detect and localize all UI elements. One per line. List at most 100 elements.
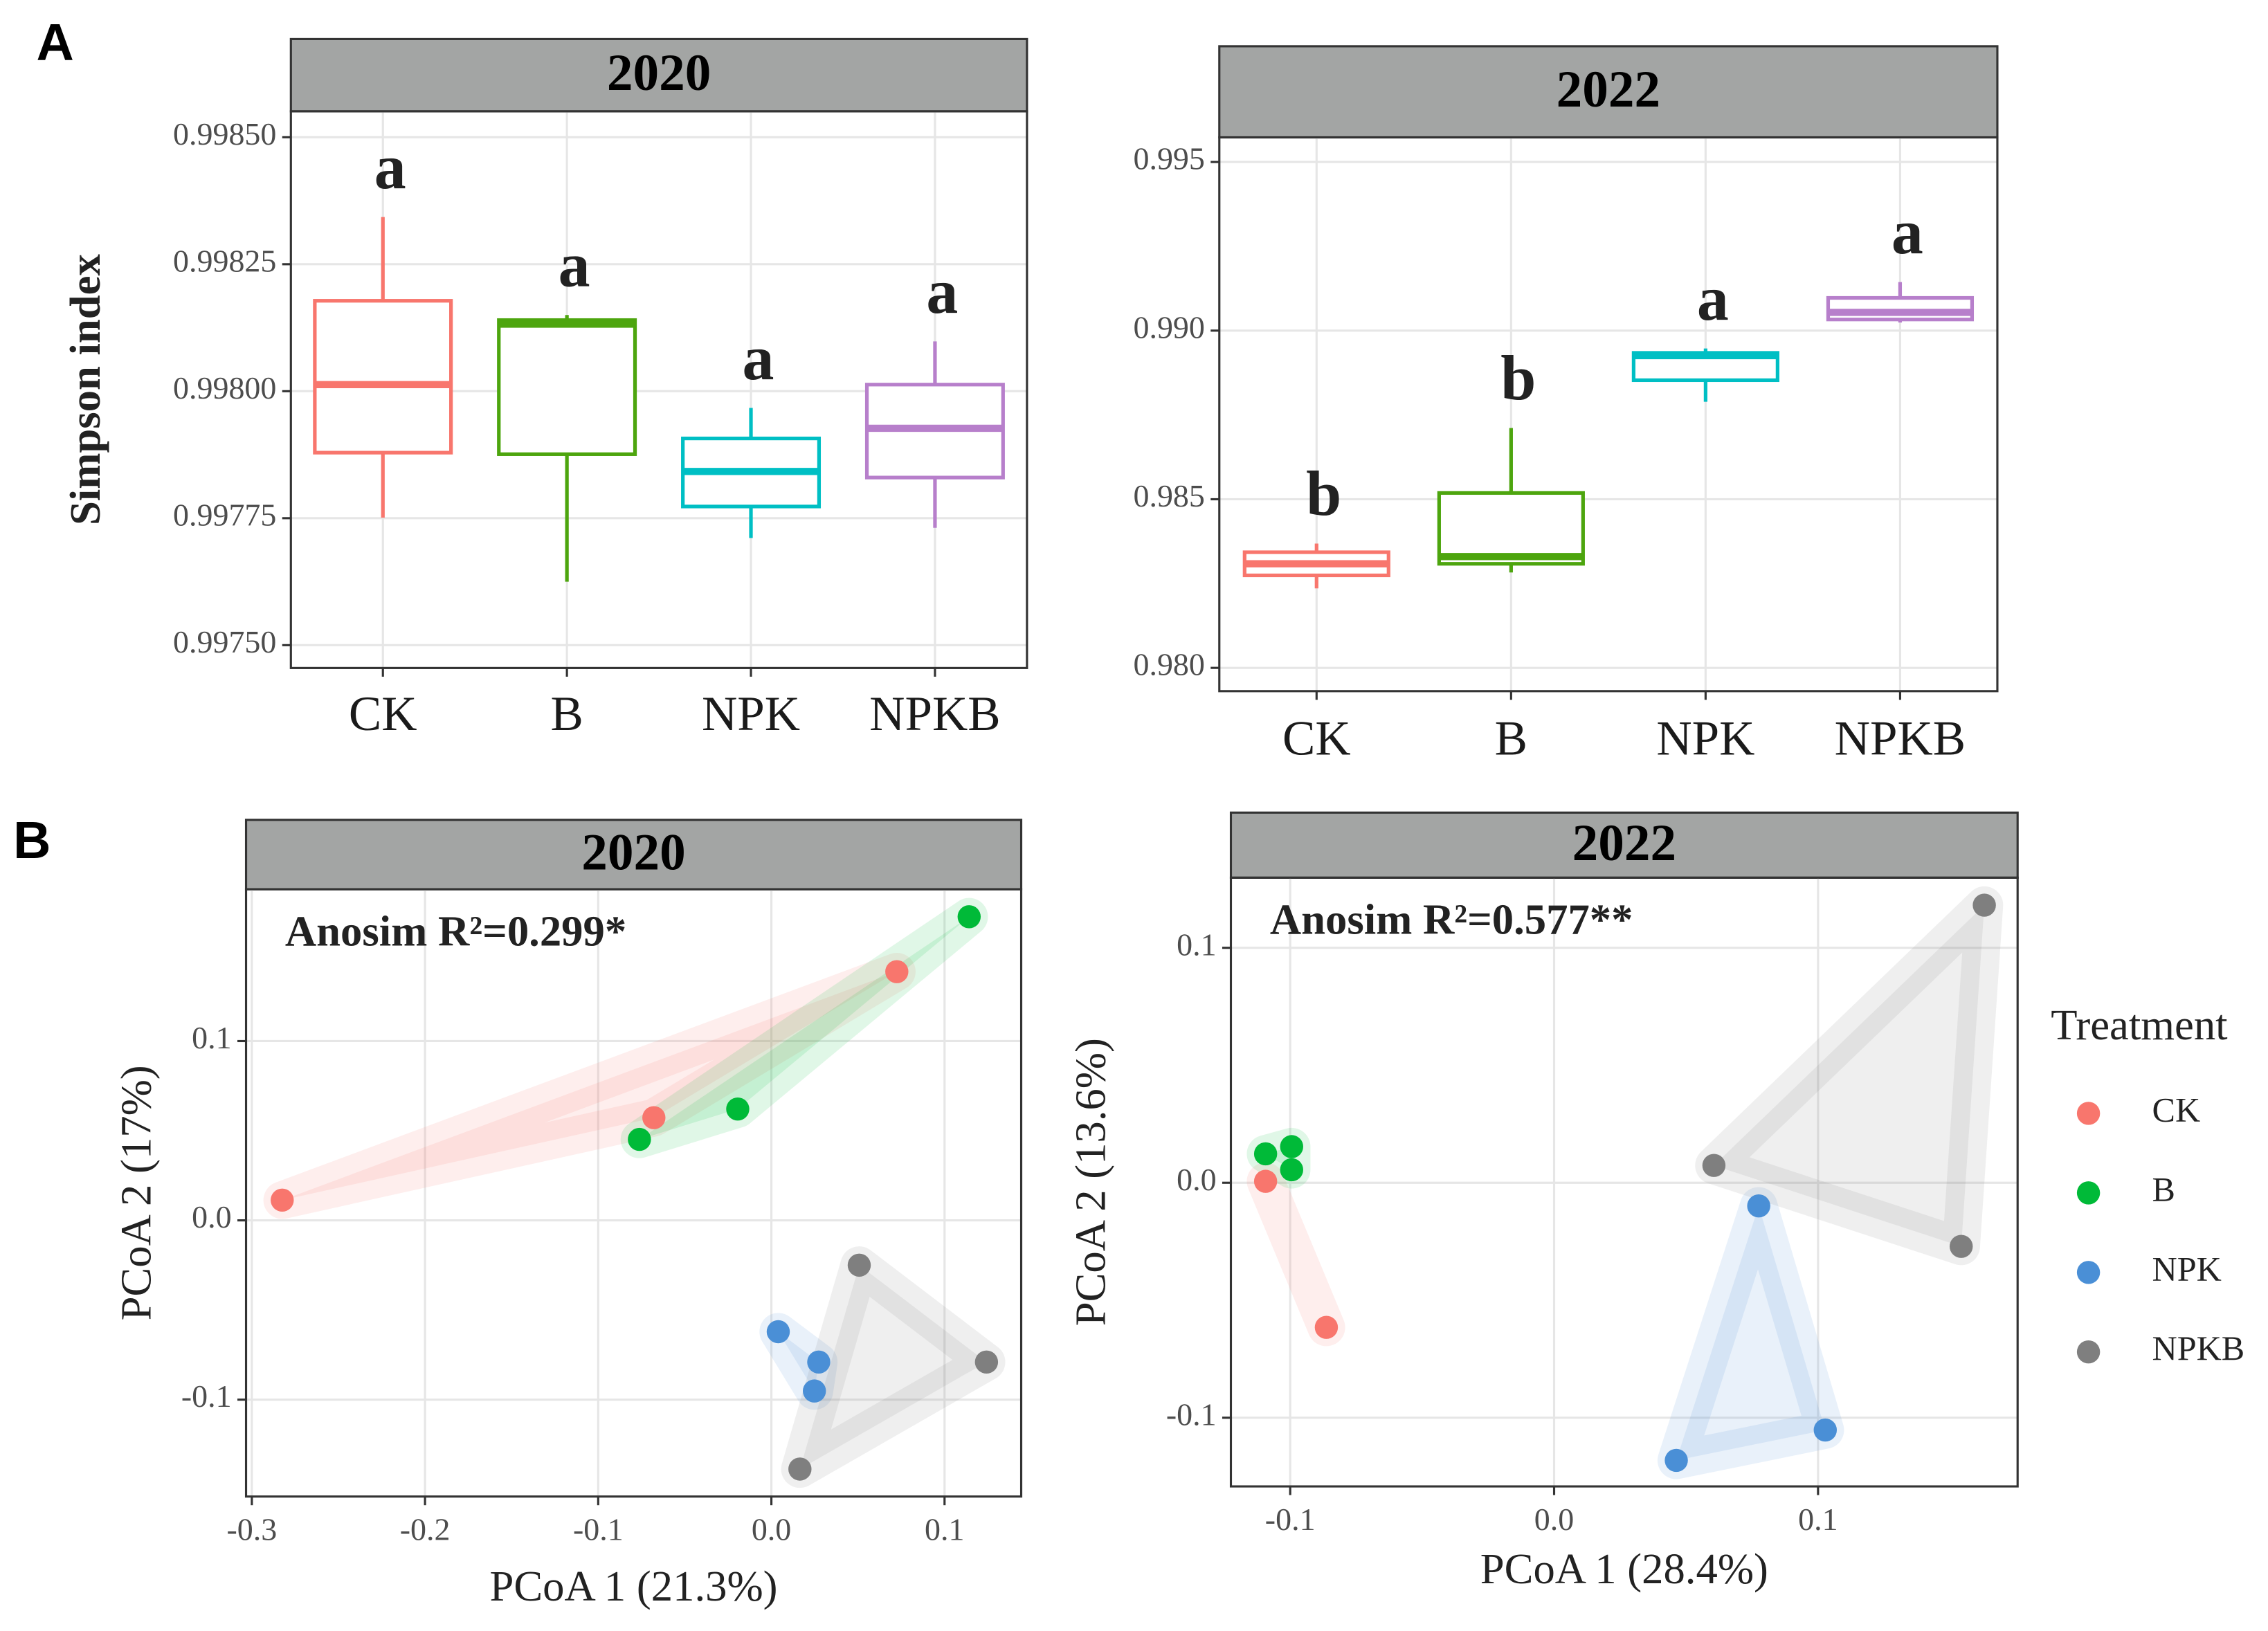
point <box>807 1350 831 1374</box>
strip <box>1229 811 2019 879</box>
point <box>766 1320 790 1344</box>
y-tick-label: -0.1 <box>1166 1396 1217 1432</box>
point <box>628 1127 651 1151</box>
x-tick-label: CK <box>349 687 417 741</box>
point <box>1702 1154 1726 1177</box>
x-tick-label: -0.2 <box>400 1511 451 1547</box>
significance-letter: a <box>559 230 590 300</box>
y-tick-label: 0.99850 <box>173 116 276 152</box>
group-hull <box>1657 1187 1844 1479</box>
x-tick-label: -0.1 <box>573 1511 624 1547</box>
x-tick-label: NPK <box>702 687 800 741</box>
x-tick-label: 0.0 <box>1534 1502 1574 1537</box>
x-axis-title: PCoA 1 (28.4%) <box>1480 1545 1768 1593</box>
group-hull <box>759 1313 838 1410</box>
x-tick-label: CK <box>1282 711 1351 765</box>
point <box>974 1350 999 1374</box>
y-tick-label: 0.990 <box>1133 309 1204 345</box>
y-tick-label: 0.985 <box>1133 478 1204 513</box>
significance-letter: a <box>742 322 774 393</box>
y-tick-label: 0.99825 <box>173 243 276 278</box>
group-hull <box>263 953 916 1219</box>
strip <box>1218 45 1999 139</box>
panel-border <box>244 888 1023 1498</box>
point <box>847 1253 871 1277</box>
x-tick-label: -0.1 <box>1265 1502 1316 1537</box>
legend-swatch <box>2076 1102 2101 1125</box>
strip-title: 2022 <box>1572 814 1676 872</box>
panel-label: B <box>13 811 51 869</box>
legend-title: Treatment <box>2051 1001 2228 1049</box>
significance-letter: b <box>1500 343 1536 413</box>
point <box>1972 893 1996 917</box>
y-tick-label: 0.1 <box>192 1020 231 1055</box>
legend-swatch <box>2076 1340 2101 1364</box>
point <box>1314 1315 1339 1339</box>
x-axis-title: PCoA 1 (21.3%) <box>489 1562 777 1610</box>
box <box>497 318 637 456</box>
legend-label: B <box>2152 1169 2175 1208</box>
point <box>1280 1135 1303 1158</box>
y-tick-label: 0.99800 <box>173 370 276 406</box>
x-tick-label: 0.1 <box>1798 1502 1838 1537</box>
point <box>1253 1142 1278 1166</box>
strip-title: 2022 <box>1557 61 1660 118</box>
point <box>1950 1234 1973 1258</box>
legend-swatch <box>2076 1181 2101 1205</box>
point <box>1813 1418 1838 1442</box>
box <box>1437 491 1585 566</box>
strip <box>244 819 1023 891</box>
y-tick-label: 0.0 <box>192 1199 231 1234</box>
annotation: Anosim R²=0.299* <box>285 906 626 955</box>
point <box>1280 1158 1303 1182</box>
panel-border <box>289 110 1028 669</box>
strip-title: 2020 <box>607 44 711 102</box>
box <box>1826 295 1975 322</box>
x-tick-label: 0.1 <box>925 1511 964 1547</box>
x-tick-label: 0.0 <box>752 1511 791 1547</box>
significance-letter: b <box>1306 458 1341 529</box>
significance-letter: a <box>1891 197 1923 267</box>
y-tick-label: 0.99750 <box>173 624 276 659</box>
y-tick-label: 0.99775 <box>173 497 276 532</box>
point <box>802 1379 826 1403</box>
legend-label: NPK <box>2152 1249 2222 1288</box>
box <box>313 299 453 455</box>
group-hull <box>1695 886 2004 1266</box>
x-tick-label: B <box>550 687 583 741</box>
significance-letter: a <box>926 256 958 327</box>
point <box>1253 1169 1278 1193</box>
panel-border <box>1218 136 1999 693</box>
point <box>957 905 981 929</box>
plot-panel <box>1219 137 1997 691</box>
legend-label: CK <box>2152 1090 2201 1129</box>
y-tick-label: -0.1 <box>181 1378 232 1414</box>
y-tick-label: 0.0 <box>1177 1162 1216 1197</box>
group-hull <box>781 1246 1006 1488</box>
point <box>642 1106 666 1129</box>
x-tick-label: B <box>1495 711 1527 765</box>
x-tick-label: NPKB <box>869 687 1000 741</box>
y-axis-title: Simpson index <box>61 254 109 525</box>
x-tick-label: NPK <box>1656 711 1754 765</box>
annotation: Anosim R²=0.577** <box>1270 895 1633 944</box>
y-tick-label: 0.980 <box>1133 647 1204 682</box>
legend-label: NPKB <box>2152 1329 2245 1367</box>
significance-letter: a <box>374 131 406 202</box>
panel-label: A <box>37 13 74 71</box>
point <box>885 960 909 983</box>
plot-panel <box>246 889 1022 1497</box>
y-tick-label: 0.995 <box>1133 141 1204 176</box>
x-tick-label: -0.3 <box>227 1511 278 1547</box>
strip-title: 2020 <box>581 823 685 881</box>
y-tick-label: 0.1 <box>1177 927 1216 962</box>
y-axis-title: PCoA 2 (17%) <box>111 1065 160 1320</box>
point <box>788 1457 812 1481</box>
panel-border <box>1229 876 2019 1488</box>
significance-letter: a <box>1697 263 1729 334</box>
y-axis-title: PCoA 2 (13.6%) <box>1066 1038 1114 1326</box>
point <box>726 1097 750 1121</box>
point <box>1664 1448 1688 1473</box>
